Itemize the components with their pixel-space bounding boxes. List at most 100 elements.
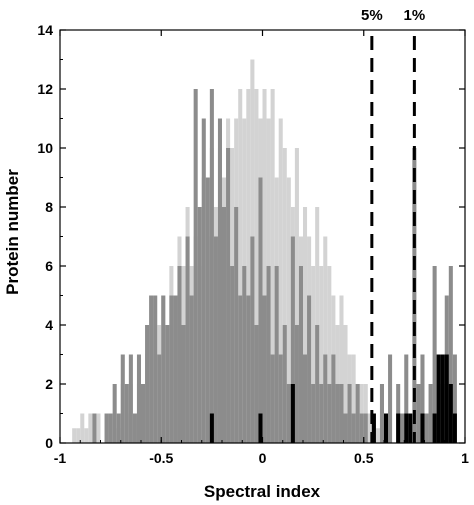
bar [323,236,328,443]
bar [165,325,170,443]
y-tick-label: 12 [37,81,53,97]
bar [72,428,77,443]
bar [359,413,364,443]
x-tick-label: 0.5 [354,450,374,466]
bar [201,118,206,443]
bar [452,413,457,443]
bar [343,325,348,443]
bar [185,236,190,443]
axes: 0 2 4 6 8 10 12 14 -1 -0.5 0 0.5 1 [37,22,469,466]
bar [132,413,137,443]
bar [217,118,222,443]
bar [294,148,299,443]
bar [331,354,336,443]
bar [327,266,332,443]
bar [128,354,133,443]
bar [303,207,308,443]
bar [307,295,312,443]
bars-layer [72,59,457,443]
bar [246,89,251,443]
bar [76,428,81,443]
bar [157,354,162,443]
bar [319,266,324,443]
bar [136,354,141,443]
bar [339,384,344,443]
y-tick-label: 4 [45,317,53,333]
bar [250,236,255,443]
bar [290,236,295,443]
bar [420,354,425,443]
bar [404,354,409,443]
bar [375,428,380,443]
bar [205,177,210,443]
bar [209,413,214,443]
bar [173,295,178,443]
x-tick-label: -1 [54,450,67,466]
bar [189,295,194,443]
bar [254,89,259,443]
bar [440,354,445,443]
y-tick-label: 0 [45,435,53,451]
bar [226,148,231,443]
y-tick-label: 6 [45,258,53,274]
bar [298,266,303,443]
bar [363,413,368,443]
bar [145,325,150,443]
bar [242,266,247,443]
bar [258,413,263,443]
bar [335,384,340,443]
bar [400,413,405,443]
bar [266,266,271,443]
y-tick-label: 8 [45,199,53,215]
x-tick-label: -0.5 [149,450,173,466]
bar [315,325,320,443]
bar [371,413,376,443]
bar [230,266,235,443]
x-tick-label: 0 [259,450,267,466]
bar [367,413,372,443]
bar [282,148,287,443]
bar [294,325,299,443]
bar [104,413,109,443]
series-2 [209,354,457,443]
bar [262,295,267,443]
bar [209,89,214,443]
bar [388,354,393,443]
bar [351,413,356,443]
bar [169,295,174,443]
bar [347,384,352,443]
bar [278,118,283,443]
bar [408,413,413,443]
bar [311,266,316,443]
bar [311,384,316,443]
threshold-label: 5% [361,7,383,24]
bar [262,89,267,443]
bar [213,236,218,443]
bar [112,384,117,443]
bar [124,384,129,443]
bar [412,148,417,443]
y-tick-label: 14 [37,22,53,38]
bar [222,207,227,443]
bar [96,413,101,443]
bar [323,354,328,443]
bar [181,325,186,443]
bar [432,413,437,443]
y-axis-title: Protein number [3,169,22,295]
bar [428,384,433,443]
bar [153,295,158,443]
bar [327,384,332,443]
bar [84,428,89,443]
bar [258,177,263,443]
x-tick-label: 1 [461,450,469,466]
bar [303,354,308,443]
bar [436,354,441,443]
bar [286,384,291,443]
bar [420,413,425,443]
bar [282,325,287,443]
bar [355,384,360,443]
y-tick-label: 2 [45,376,53,392]
bar [177,266,182,443]
bar [108,413,113,443]
